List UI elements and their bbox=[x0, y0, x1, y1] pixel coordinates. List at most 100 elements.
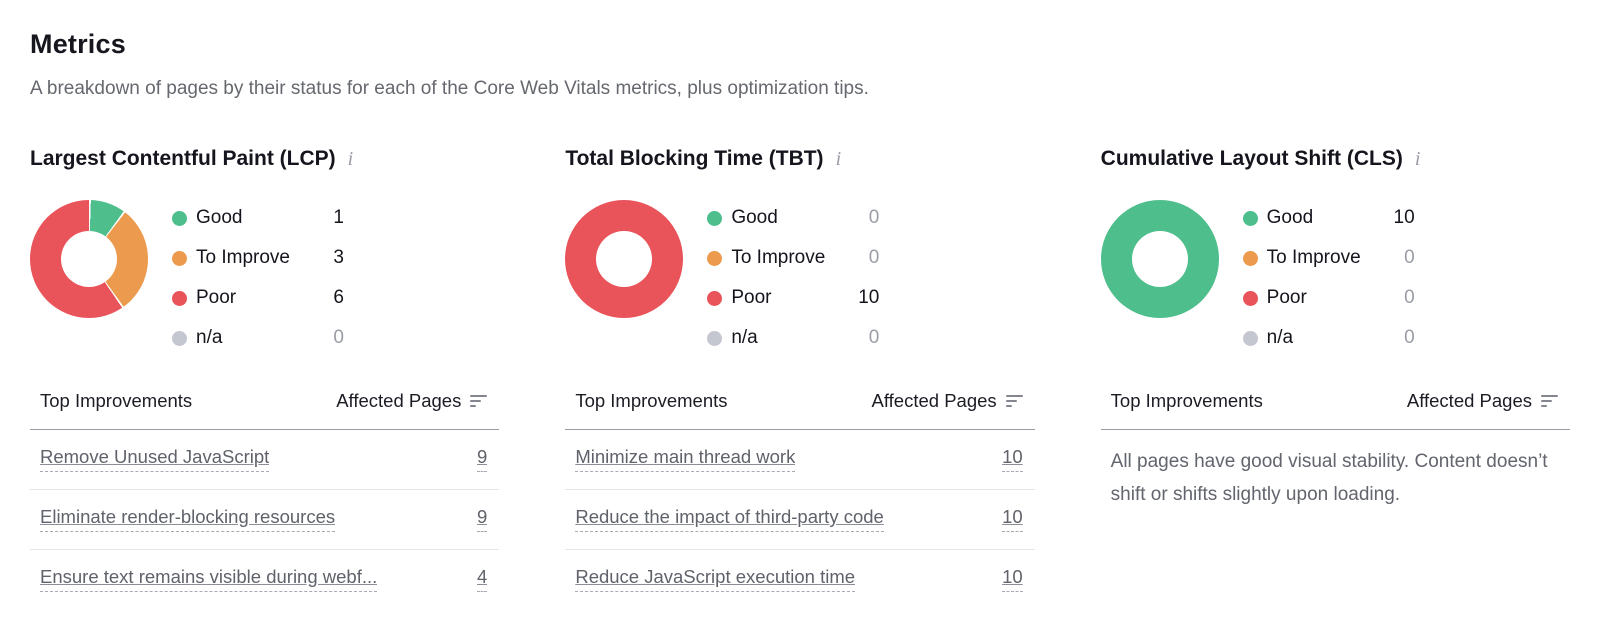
legend-value: 0 bbox=[868, 247, 880, 269]
good-dot-icon bbox=[707, 210, 723, 226]
table-row: Reduce the impact of third-party code 10 bbox=[565, 490, 1035, 551]
sort-descending-icon[interactable] bbox=[1005, 395, 1023, 408]
legend-value: 0 bbox=[1404, 287, 1415, 309]
poor-dot-icon bbox=[707, 290, 723, 306]
table-row: Ensure text remains visible during webf.… bbox=[30, 550, 499, 609]
affected-pages-count-link[interactable]: 4 bbox=[477, 566, 488, 593]
legend-value: 0 bbox=[868, 327, 880, 349]
metric-card-tbt: Total Blocking Time (TBT) i Good 0 To Im… bbox=[565, 146, 1035, 609]
metric-title-tbt: Total Blocking Time (TBT) i bbox=[565, 146, 1034, 172]
legend-item-good: Good 1 bbox=[172, 198, 344, 238]
metric-title-text: Largest Contentful Paint (LCP) bbox=[30, 147, 336, 171]
info-icon[interactable]: i bbox=[1414, 148, 1421, 171]
legend-item-to-improve: To Improve 0 bbox=[707, 238, 879, 278]
improvements-table-cls: Top Improvements Affected Pages All page… bbox=[1100, 390, 1570, 511]
legend: Good 1 To Improve 3 Poor 6 bbox=[172, 198, 344, 360]
table-header: Top Improvements Affected Pages bbox=[30, 390, 499, 429]
legend-value: 0 bbox=[1404, 327, 1415, 349]
table-row: Eliminate render-blocking resources 9 bbox=[30, 490, 500, 551]
affected-pages-count-link[interactable]: 10 bbox=[1002, 566, 1023, 593]
affected-pages-label: Affected Pages bbox=[871, 390, 997, 412]
column-header-top-improvements: Top Improvements bbox=[575, 390, 728, 412]
legend-value: 10 bbox=[1393, 207, 1415, 229]
improvement-link[interactable]: Remove Unused JavaScript bbox=[40, 446, 270, 473]
table-header: Top Improvements Affected Pages bbox=[565, 390, 1034, 429]
good-dot-icon bbox=[1242, 210, 1258, 226]
column-header-affected-pages[interactable]: Affected Pages bbox=[872, 390, 1023, 412]
column-header-affected-pages[interactable]: Affected Pages bbox=[336, 390, 488, 412]
info-icon[interactable]: i bbox=[347, 148, 354, 171]
sort-descending-icon[interactable] bbox=[1541, 395, 1558, 408]
legend-label: To Improve bbox=[1266, 247, 1361, 269]
legend-item-na: n/a 0 bbox=[707, 318, 879, 358]
affected-pages-count-link[interactable]: 9 bbox=[477, 506, 488, 533]
improvement-link[interactable]: Reduce JavaScript execution time bbox=[575, 566, 856, 593]
legend-label: Poor bbox=[731, 287, 772, 309]
table-body: Remove Unused JavaScript 9 Eliminate ren… bbox=[30, 429, 500, 609]
chart-row: Good 1 To Improve 3 Poor 6 bbox=[30, 198, 499, 360]
legend-label: Good bbox=[1266, 207, 1314, 229]
legend-value: 0 bbox=[1404, 247, 1415, 269]
affected-pages-count-link[interactable]: 9 bbox=[477, 446, 488, 473]
metrics-section: Metrics A breakdown of pages by their st… bbox=[30, 28, 1570, 609]
info-icon[interactable]: i bbox=[835, 148, 842, 171]
legend-label: To Improve bbox=[196, 247, 290, 269]
to-improve-dot-icon bbox=[1242, 250, 1258, 266]
table-row: Minimize main thread work 10 bbox=[565, 430, 1035, 491]
to-improve-dot-icon bbox=[172, 250, 187, 266]
chart-row: Good 0 To Improve 0 Poor 10 bbox=[565, 198, 1034, 360]
table-row: Remove Unused JavaScript 9 bbox=[30, 430, 500, 491]
table-body: All pages have good visual stability. Co… bbox=[1100, 429, 1570, 511]
legend-item-good: Good 0 bbox=[707, 198, 879, 238]
sort-descending-icon[interactable] bbox=[470, 395, 488, 408]
legend-label: To Improve bbox=[731, 247, 826, 269]
improvement-link[interactable]: Ensure text remains visible during webf.… bbox=[40, 566, 378, 593]
affected-pages-count-link[interactable]: 10 bbox=[1002, 506, 1023, 533]
table-body: Minimize main thread work 10 Reduce the … bbox=[565, 429, 1035, 609]
column-header-top-improvements: Top Improvements bbox=[1110, 390, 1263, 412]
improvement-link[interactable]: Reduce the impact of third-party code bbox=[575, 506, 884, 533]
legend: Good 0 To Improve 0 Poor 10 bbox=[707, 198, 879, 360]
legend-item-na: n/a 0 bbox=[172, 318, 344, 358]
legend-label: n/a bbox=[196, 327, 223, 349]
good-dot-icon bbox=[172, 210, 187, 226]
improvement-link[interactable]: Eliminate render-blocking resources bbox=[40, 506, 336, 533]
legend: Good 10 To Improve 0 Poor 0 bbox=[1242, 198, 1415, 360]
to-improve-dot-icon bbox=[707, 250, 723, 266]
legend-value: 1 bbox=[333, 207, 344, 229]
page-subtitle: A breakdown of pages by their status for… bbox=[30, 78, 869, 100]
metric-cards: Largest Contentful Paint (LCP) i Good 1 … bbox=[30, 146, 1570, 609]
cls-donut-chart bbox=[1100, 200, 1219, 319]
table-row: Reduce JavaScript execution time 10 bbox=[565, 550, 1034, 609]
affected-pages-label: Affected Pages bbox=[1406, 390, 1532, 412]
page-title: Metrics bbox=[30, 29, 126, 59]
donut-hole bbox=[596, 231, 653, 288]
lcp-donut-chart bbox=[30, 200, 148, 319]
legend-label: n/a bbox=[1266, 327, 1294, 349]
legend-label: Poor bbox=[196, 287, 237, 309]
legend-item-to-improve: To Improve 3 bbox=[172, 238, 344, 278]
improvement-link[interactable]: Minimize main thread work bbox=[575, 446, 796, 473]
legend-label: Good bbox=[731, 207, 778, 229]
legend-value: 6 bbox=[333, 287, 344, 309]
metric-card-lcp: Largest Contentful Paint (LCP) i Good 1 … bbox=[30, 146, 500, 609]
column-header-top-improvements: Top Improvements bbox=[40, 390, 193, 412]
donut-hole bbox=[61, 231, 117, 288]
poor-dot-icon bbox=[1242, 290, 1258, 306]
metric-title-cls: Cumulative Layout Shift (CLS) i bbox=[1101, 146, 1570, 172]
column-header-affected-pages[interactable]: Affected Pages bbox=[1407, 390, 1558, 412]
metric-card-cls: Cumulative Layout Shift (CLS) i Good 10 … bbox=[1100, 146, 1570, 609]
legend-label: n/a bbox=[731, 327, 758, 349]
donut-hole bbox=[1131, 231, 1188, 288]
status-message: All pages have good visual stability. Co… bbox=[1110, 451, 1548, 506]
affected-pages-count-link[interactable]: 10 bbox=[1002, 446, 1023, 473]
legend-item-poor: Poor 6 bbox=[172, 278, 344, 318]
legend-item-poor: Poor 10 bbox=[707, 278, 879, 318]
improvements-table-lcp: Top Improvements Affected Pages Remove U… bbox=[30, 390, 500, 609]
metric-title-text: Total Blocking Time (TBT) bbox=[565, 147, 824, 171]
legend-value: 10 bbox=[858, 287, 880, 309]
legend-item-to-improve: To Improve 0 bbox=[1242, 238, 1415, 278]
legend-item-good: Good 10 bbox=[1242, 198, 1415, 238]
legend-value: 0 bbox=[868, 207, 880, 229]
legend-label: Good bbox=[196, 207, 243, 229]
